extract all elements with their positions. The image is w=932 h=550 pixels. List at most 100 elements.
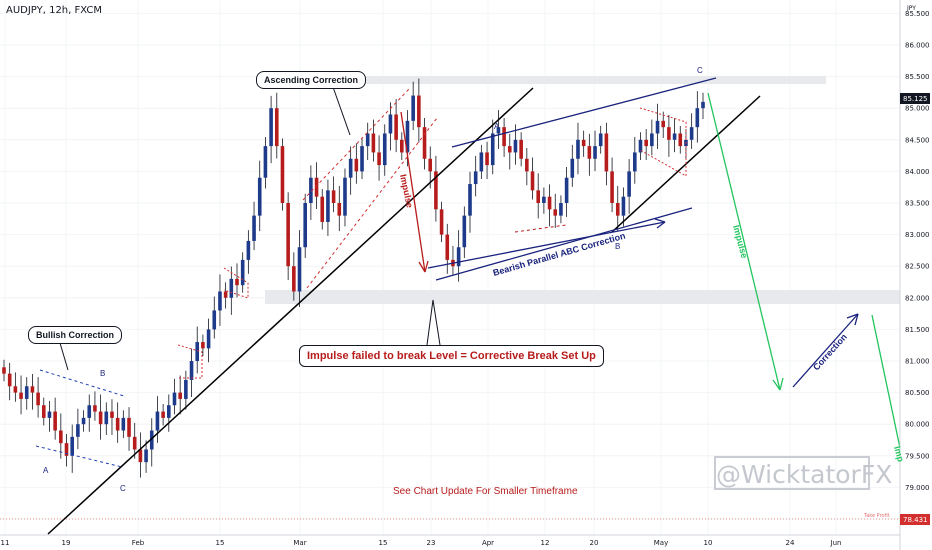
- candle-bull: [689, 127, 694, 140]
- time-tick-label: May: [654, 539, 668, 547]
- candle-bear: [13, 386, 18, 393]
- correction-label: Correction: [811, 332, 849, 373]
- candle-bear: [178, 392, 182, 399]
- candle-bull: [473, 171, 478, 185]
- candle-bull: [343, 177, 347, 216]
- abc-channel-upper: [451, 77, 717, 148]
- price-ticks: 85.500 86.000 85.500 85.000 84.500 84.000 83.5…: [905, 10, 930, 524]
- candle-bear: [536, 190, 540, 203]
- impulse-green-label: Impulse: [731, 224, 749, 259]
- candle-bull: [144, 449, 148, 463]
- time-tick-label: 15: [379, 539, 388, 547]
- point-b-right: B: [615, 242, 621, 251]
- bearish-parallel-label: Bearish Parallel ABC Correction: [492, 230, 627, 277]
- candle-bear: [519, 139, 523, 159]
- candle-bull: [468, 184, 472, 216]
- candle-bull: [598, 133, 603, 147]
- bullish-correction-callout: Bullish Correction: [28, 326, 123, 344]
- point-a-right: A: [494, 122, 500, 131]
- candle-bear: [371, 133, 376, 153]
- major-uptrend-line: [47, 87, 534, 535]
- candle-bear: [337, 203, 342, 216]
- candle-bear: [485, 152, 489, 166]
- candle-bull: [184, 379, 188, 399]
- candle-bull: [87, 405, 92, 418]
- candle-bear: [439, 209, 444, 235]
- candlestick-series: [2, 78, 705, 478]
- candle-bull: [365, 133, 370, 147]
- candle-bear: [64, 443, 69, 456]
- candle-bull: [633, 152, 637, 172]
- bull-callout-pointer: [59, 342, 69, 371]
- candle-bear: [138, 449, 143, 463]
- candle-bear: [502, 127, 506, 147]
- candle-bull: [564, 177, 569, 203]
- candle-bear: [587, 146, 592, 159]
- candle-bear: [161, 411, 165, 418]
- candle-bull: [104, 411, 109, 425]
- candle-bull: [360, 146, 364, 172]
- candle-bear: [235, 278, 239, 286]
- price-tick-label: 83.000: [905, 231, 930, 239]
- candle-bear: [36, 392, 40, 406]
- candle-bear: [53, 411, 57, 431]
- candle-bear: [30, 386, 35, 393]
- candle-bear: [354, 158, 359, 172]
- candle-bull: [76, 424, 80, 437]
- time-tick-label: 19: [62, 539, 71, 547]
- candle-bear: [547, 196, 552, 210]
- candle-bull: [218, 291, 222, 311]
- symbol-header: AUDJPY, 12h, FXCM: [6, 5, 102, 16]
- mini-flag-3: [639, 107, 687, 177]
- candle-bear: [2, 367, 6, 374]
- candle-bull: [695, 108, 700, 128]
- candle-bull: [240, 259, 245, 286]
- bull-channel-upper: [39, 369, 125, 397]
- asc-channel-upper: [302, 87, 411, 201]
- candle-bull: [47, 411, 52, 418]
- candle-bear: [678, 133, 683, 147]
- candle-bear: [201, 342, 205, 349]
- abc-arrow: [427, 221, 666, 269]
- point-b-left: B: [100, 369, 106, 378]
- point-c-right: C: [697, 66, 703, 75]
- candle-bear: [667, 127, 671, 140]
- bull-channel-lower: [35, 445, 123, 468]
- time-tick-label: Feb: [132, 539, 145, 547]
- candle-bear: [127, 417, 131, 437]
- last-price-tag: 78.431: [900, 514, 930, 525]
- candle-bear: [280, 146, 285, 203]
- candle-bear: [525, 158, 529, 172]
- candle-bear: [377, 152, 381, 166]
- price-tick-label: 81.500: [905, 326, 930, 334]
- candle-bull: [655, 120, 660, 134]
- impulse-green-arrow-2: [871, 314, 901, 449]
- candle-bear: [93, 405, 97, 412]
- candle-bull: [229, 278, 234, 298]
- price-tick-label: 83.500: [905, 200, 930, 208]
- candle-bear: [434, 171, 438, 210]
- candle-bear: [314, 177, 319, 197]
- candle-bear: [292, 266, 296, 292]
- impulse-red-arrow-head: [418, 260, 429, 273]
- candle-bear: [59, 430, 63, 444]
- correction-blue-arrow-head: [846, 313, 859, 326]
- impulse-red-arrow: [400, 111, 426, 273]
- candle-bear: [661, 120, 666, 128]
- candle-bull: [405, 120, 410, 153]
- channel-support-line: [611, 95, 761, 233]
- candle-bull: [672, 133, 677, 140]
- candle-bull: [263, 146, 268, 178]
- candle-bull: [462, 215, 467, 248]
- time-tick-label: 23: [427, 539, 436, 547]
- candle-bear: [7, 373, 12, 387]
- candle-bear: [19, 392, 23, 399]
- candle-bull: [297, 247, 302, 292]
- candle-bull: [167, 405, 171, 418]
- candle-bull: [206, 329, 211, 349]
- candle-bull: [701, 101, 705, 109]
- point-a-left: A: [43, 466, 49, 475]
- candle-bull: [382, 133, 387, 166]
- last-price-label: 78.431: [903, 516, 928, 524]
